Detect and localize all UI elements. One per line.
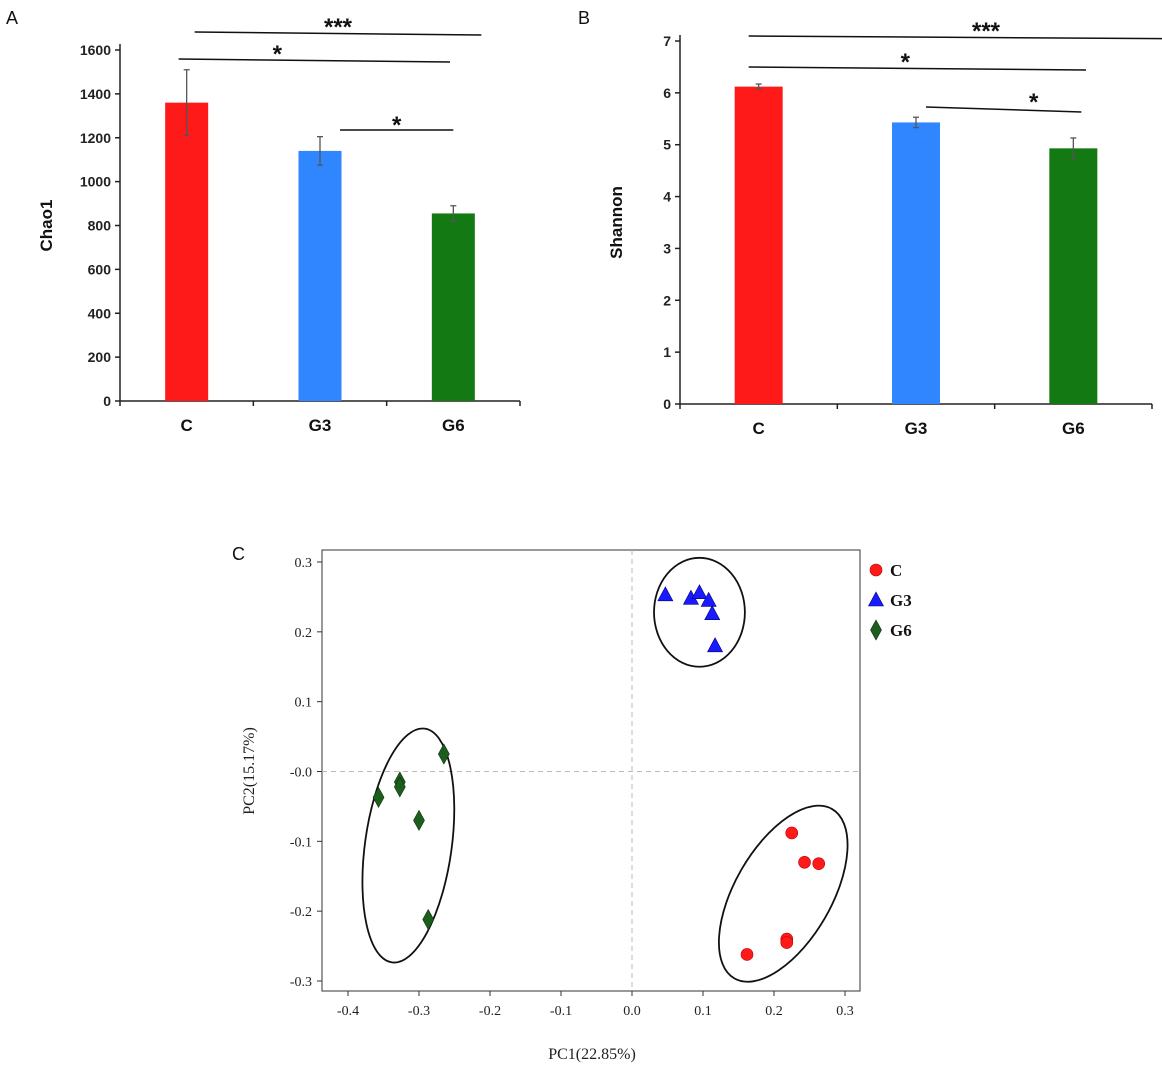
bar-c xyxy=(165,102,209,402)
point-c xyxy=(785,826,799,840)
significance-line xyxy=(748,66,1087,71)
plot-frame xyxy=(321,549,861,992)
panel-label-c: C xyxy=(232,544,245,564)
point-g3 xyxy=(657,586,674,602)
y-tick-label: 4 xyxy=(663,189,671,205)
y-tick-label: 0.3 xyxy=(295,556,313,571)
x-tick-label: -0.1 xyxy=(550,1004,572,1019)
significance-line xyxy=(178,58,451,63)
cluster-ellipse-g3 xyxy=(653,556,746,668)
significance-marker: * xyxy=(392,112,402,139)
category-label: C xyxy=(181,416,193,435)
y-tick-label: 0.2 xyxy=(295,626,313,641)
y-tick-label: -0.3 xyxy=(290,975,312,990)
y-tick-label: 1600 xyxy=(80,42,111,58)
legend-marker-c xyxy=(869,563,883,577)
y-axis-label: Shannon xyxy=(607,186,626,259)
significance-marker: * xyxy=(273,41,283,68)
point-c xyxy=(780,936,794,949)
bar-g6 xyxy=(431,213,475,401)
y-tick-label: 6 xyxy=(663,85,671,101)
category-label: G6 xyxy=(1062,419,1085,438)
cluster-ellipse-g6 xyxy=(361,727,456,964)
y-tick-label: 5 xyxy=(663,137,671,153)
legend-label-g6: G6 xyxy=(890,621,912,640)
panel-label-b: B xyxy=(578,8,591,28)
y-tick-label: 3 xyxy=(663,240,671,256)
legend-label-g3: G3 xyxy=(890,591,912,610)
point-g3 xyxy=(707,637,724,653)
category-label: G3 xyxy=(905,419,928,438)
point-g3 xyxy=(704,605,721,620)
x-tick-label: 0.3 xyxy=(836,1004,854,1019)
category-label: C xyxy=(753,419,765,438)
cluster-ellipse-c xyxy=(718,804,849,983)
significance-marker: *** xyxy=(972,18,1001,45)
y-tick-label: -0.2 xyxy=(290,905,312,920)
x-tick-label: 0.1 xyxy=(694,1004,712,1019)
y-tick-label: 1400 xyxy=(80,86,111,102)
point-c xyxy=(798,855,811,869)
x-tick-label: 0.0 xyxy=(623,1004,641,1019)
category-label: G3 xyxy=(309,416,332,435)
point-c xyxy=(812,857,826,870)
y-tick-label: 0 xyxy=(663,396,671,412)
y-tick-label: 400 xyxy=(88,305,112,321)
legend-label-c: C xyxy=(890,561,902,580)
point-g6 xyxy=(393,776,406,798)
point-g6 xyxy=(413,809,425,832)
significance-marker: *** xyxy=(324,14,353,41)
y-tick-label: 800 xyxy=(88,218,112,234)
significance-marker: * xyxy=(1029,89,1039,116)
significance-line xyxy=(748,35,1162,40)
bar-c xyxy=(734,86,783,405)
pca-scatter-plot: -0.4 -0.3 -0.2 -0.1 0.0 0.1 0.2 0.3 0.3 0.2 0.1 -0.… xyxy=(241,549,912,1063)
x-tick-label: -0.3 xyxy=(408,1004,430,1019)
y-tick-label: 0.1 xyxy=(295,696,313,711)
point-g3 xyxy=(700,591,717,607)
y-axis-label: Chao1 xyxy=(37,200,56,252)
y-tick-label: 0 xyxy=(103,393,111,409)
significance-line xyxy=(925,106,1082,113)
y-tick-label: 1200 xyxy=(80,130,111,146)
x-tick-label: -0.2 xyxy=(479,1004,501,1019)
chao1-bar-chart: 0 200 400 600 800 1000 1200 1400 1600 C G3 G6 Chao1 *… xyxy=(37,14,521,435)
y-tick-label: -0.1 xyxy=(290,835,312,850)
legend-marker-g3 xyxy=(867,591,885,607)
bar-g3 xyxy=(892,122,940,404)
category-label: G6 xyxy=(442,416,465,435)
significance-marker: * xyxy=(901,49,911,76)
y-tick-label: 200 xyxy=(88,349,112,365)
y-tick-label: 1 xyxy=(663,344,671,360)
point-g6 xyxy=(372,786,385,808)
point-g3 xyxy=(691,584,708,600)
bar-g6 xyxy=(1049,148,1098,404)
x-tick-label: 0.2 xyxy=(765,1004,783,1019)
bar-g3 xyxy=(298,150,342,401)
point-g6 xyxy=(438,743,450,765)
x-axis-label: PC1(22.85%) xyxy=(548,1046,636,1063)
y-tick-label: 1000 xyxy=(80,174,111,190)
panel-label-a: A xyxy=(6,8,19,28)
y-tick-label: 2 xyxy=(663,292,671,308)
x-tick-label: -0.4 xyxy=(337,1004,359,1019)
significance-line xyxy=(194,31,482,36)
y-tick-label: 600 xyxy=(88,261,112,277)
y-tick-label: -0.0 xyxy=(290,766,312,781)
legend-marker-g6 xyxy=(870,619,882,641)
y-tick-label: 7 xyxy=(663,33,671,49)
point-c xyxy=(740,948,754,961)
point-g6 xyxy=(422,908,435,931)
y-axis-label: PC2(15.17%) xyxy=(241,727,258,815)
